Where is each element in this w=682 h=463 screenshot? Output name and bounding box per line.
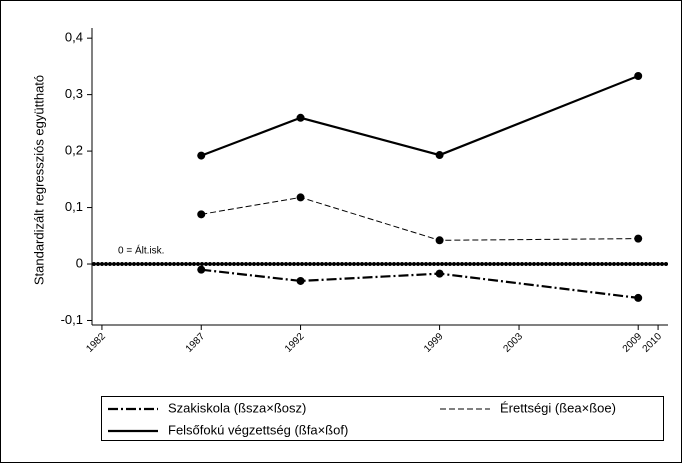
point xyxy=(296,113,305,122)
point xyxy=(435,269,444,278)
point xyxy=(634,293,643,302)
point xyxy=(296,276,305,285)
y-tick-label: 0,4 xyxy=(65,30,83,45)
point xyxy=(634,71,643,80)
point xyxy=(634,234,643,243)
y-tick-label: 0 xyxy=(76,255,83,270)
y-tick-label: 0,2 xyxy=(65,143,83,158)
series-line xyxy=(201,196,639,241)
series-line xyxy=(200,74,639,157)
legend-label: Felsőfokú végzettség (ßfa×ßof) xyxy=(168,422,348,437)
point xyxy=(197,265,206,274)
legend-label: Érettségi (ßea×ßoe) xyxy=(500,400,616,415)
point xyxy=(197,210,206,219)
y-axis-label: Standardizált regressziós együttható xyxy=(31,75,46,285)
point xyxy=(296,193,305,202)
legend-label: Szakiskola (ßsza×ßosz) xyxy=(168,400,306,415)
point xyxy=(435,236,444,245)
y-tick-label: 0,3 xyxy=(65,86,83,101)
y-tick-label: 0,1 xyxy=(65,199,83,214)
series-line xyxy=(201,268,639,299)
point xyxy=(435,151,444,160)
point xyxy=(197,151,206,160)
legend-box xyxy=(101,396,664,441)
y-tick-label: -0,1 xyxy=(61,312,83,327)
annotation: 0 = Ált.isk. xyxy=(118,244,164,257)
